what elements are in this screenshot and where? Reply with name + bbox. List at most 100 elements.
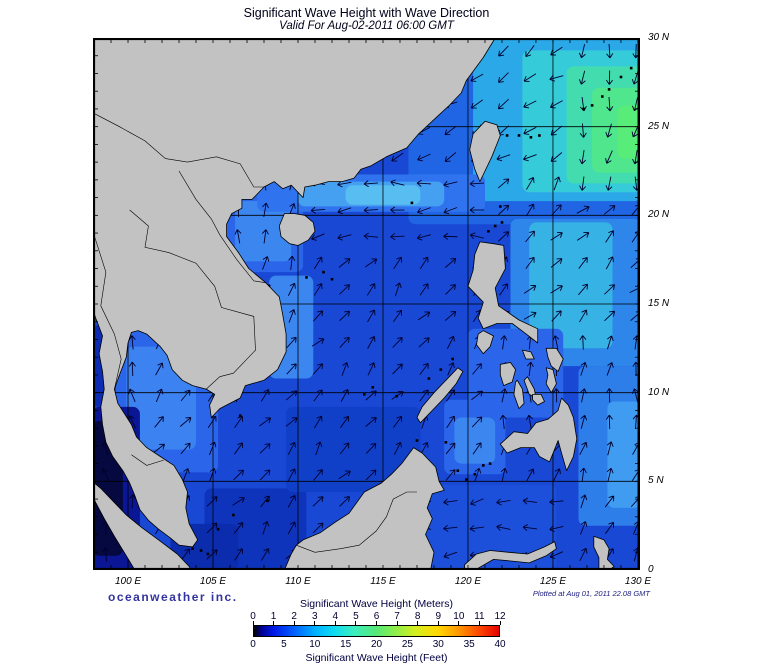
wave-direction-arrow xyxy=(129,494,137,509)
wave-direction-arrow xyxy=(605,176,613,191)
colorbar-tick xyxy=(293,621,295,625)
islet-dot xyxy=(395,394,398,398)
wave-direction-arrow xyxy=(631,123,640,138)
lon-label-115e: 115 E xyxy=(370,576,396,587)
landmass-samar xyxy=(545,347,564,372)
landmass-borneo xyxy=(283,447,445,570)
wave-direction-arrow xyxy=(605,70,613,85)
wave-direction-arrow xyxy=(416,233,431,241)
landmass-masbate xyxy=(521,349,535,360)
islet-dot xyxy=(191,547,194,550)
wave-direction-arrow xyxy=(206,522,218,534)
wave-direction-arrow xyxy=(312,522,324,534)
wave-direction-arrow xyxy=(287,282,296,296)
wave-direction-arrow xyxy=(155,388,164,403)
wave-direction-arrow xyxy=(390,179,405,187)
wave-direction-arrow xyxy=(523,126,537,135)
wave-direction-arrow xyxy=(445,469,456,481)
wave-direction-arrow xyxy=(526,177,535,190)
wave-direction-arrow xyxy=(550,285,563,294)
colorbar-tick xyxy=(273,621,275,625)
wave-direction-arrow xyxy=(606,362,614,376)
islet-dot xyxy=(538,134,541,137)
wave-direction-arrow xyxy=(497,178,510,189)
wave-direction-arrow xyxy=(443,180,458,188)
country-border xyxy=(131,454,164,466)
lon-label-125e: 125 E xyxy=(539,576,567,587)
wave-direction-arrow xyxy=(365,442,377,454)
islet-dot xyxy=(444,441,448,444)
wave-direction-arrow xyxy=(128,361,136,377)
lon-label-105e: 105 E xyxy=(199,576,227,587)
meters-tick-5: 5 xyxy=(353,611,359,622)
islet-dot xyxy=(363,393,366,396)
wave-direction-arrow xyxy=(580,521,588,535)
islet-dot xyxy=(619,75,623,79)
wave-direction-arrow xyxy=(552,468,561,482)
legend-meters-label: Significant Wave Height (Meters) xyxy=(299,598,454,610)
wave-direction-arrow xyxy=(416,179,432,187)
wave-direction-arrow xyxy=(446,335,455,349)
islet-dot xyxy=(487,230,490,233)
wave-direction-arrow xyxy=(525,256,535,269)
lat-label-15n: 15 N xyxy=(648,298,670,309)
islet-dot xyxy=(371,386,375,389)
wave-direction-arrow xyxy=(233,469,244,481)
wave-direction-arrow xyxy=(500,335,508,350)
valid-time-subtitle: Valid For Aug-02-2011 06:00 GMT xyxy=(279,20,454,32)
wave-direction-arrow xyxy=(550,46,563,56)
wave-direction-arrow xyxy=(444,152,457,162)
wave-direction-arrow xyxy=(498,72,509,83)
wave-direction-arrow xyxy=(550,125,563,136)
lat-label-20n: 20 N xyxy=(648,209,670,221)
wave-direction-arrow xyxy=(523,311,537,320)
wave-direction-arrow xyxy=(180,442,191,455)
oceanweather-branding: oceanweather inc. xyxy=(108,590,238,604)
wave-direction-arrow xyxy=(392,336,403,348)
landmass-luzon xyxy=(467,241,539,344)
wave-direction-arrow xyxy=(526,468,535,482)
islet-dot xyxy=(482,464,485,467)
wave-direction-arrow xyxy=(550,232,563,241)
wave-direction-arrow xyxy=(605,230,614,243)
wave-direction-arrow xyxy=(310,206,326,214)
wave-direction-arrow xyxy=(469,232,484,240)
wave-direction-arrow xyxy=(523,100,537,109)
wave-direction-arrow xyxy=(496,154,511,162)
wave-direction-arrow xyxy=(606,96,614,112)
plotted-timestamp: Plotted at Aug 01, 2011 22.08 GMT xyxy=(532,589,650,598)
wave-direction-arrow xyxy=(393,256,402,270)
meters-tick-2: 2 xyxy=(291,611,297,622)
wave-direction-arrow xyxy=(605,521,615,534)
wave-direction-arrow xyxy=(234,442,244,455)
wave-direction-arrow xyxy=(497,98,509,110)
islet-dot xyxy=(590,104,594,107)
colorbar-tick xyxy=(417,621,419,625)
wave-height-region-celebes-sea xyxy=(423,484,557,570)
wave-direction-arrow xyxy=(580,362,588,376)
wave-direction-arrow xyxy=(155,362,164,376)
wave-height-region-east-luzon-cyan xyxy=(529,222,613,349)
islet-dot xyxy=(493,224,497,228)
wave-direction-arrow xyxy=(549,100,563,109)
wave-direction-arrow xyxy=(285,390,298,401)
legend-feet-ticks: 0 5 10 15 20 25 30 35 40 xyxy=(250,639,505,651)
wave-direction-arrow xyxy=(340,415,350,428)
islet-dot xyxy=(456,469,460,472)
landmass-bohol xyxy=(532,393,545,406)
wave-direction-arrow xyxy=(607,335,614,350)
legend-colorbar xyxy=(253,625,500,637)
islet-dot xyxy=(601,95,604,98)
wave-direction-arrow xyxy=(525,45,535,58)
wave-direction-arrow xyxy=(419,362,429,375)
colorbar-tick xyxy=(396,621,398,625)
wave-direction-arrow xyxy=(525,203,535,217)
wave-direction-arrow xyxy=(551,310,562,322)
wave-direction-arrow xyxy=(419,283,429,296)
wave-direction-arrow xyxy=(285,417,298,427)
wave-direction-arrow xyxy=(631,70,639,85)
wave-direction-arrow xyxy=(312,310,324,322)
wave-direction-arrow xyxy=(553,176,561,191)
wave-direction-arrow xyxy=(606,467,614,482)
wave-direction-arrow xyxy=(605,388,613,403)
